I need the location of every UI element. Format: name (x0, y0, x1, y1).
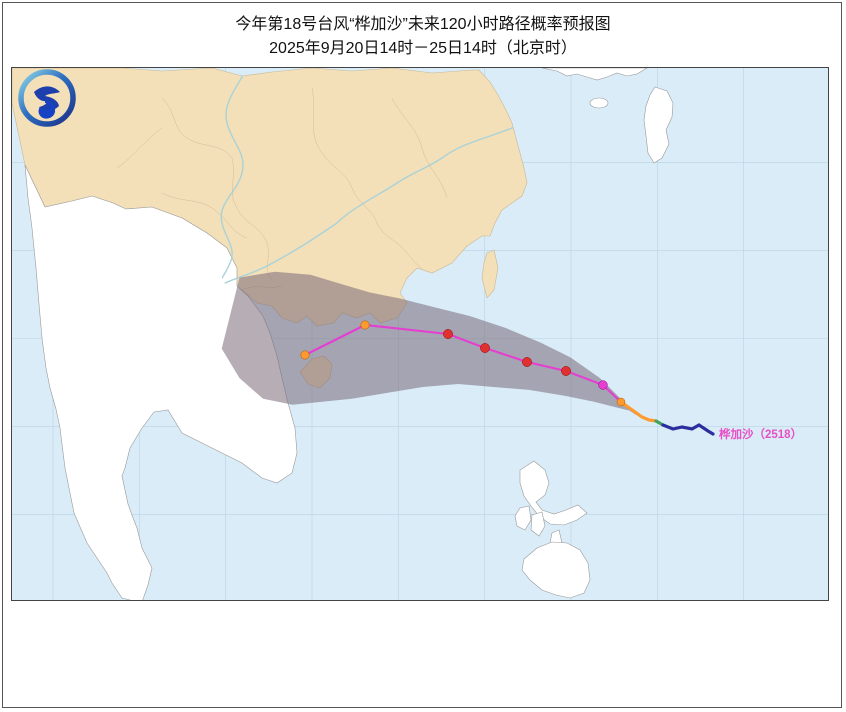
svg-text:桦加沙（2518）: 桦加沙（2518） (718, 427, 802, 441)
